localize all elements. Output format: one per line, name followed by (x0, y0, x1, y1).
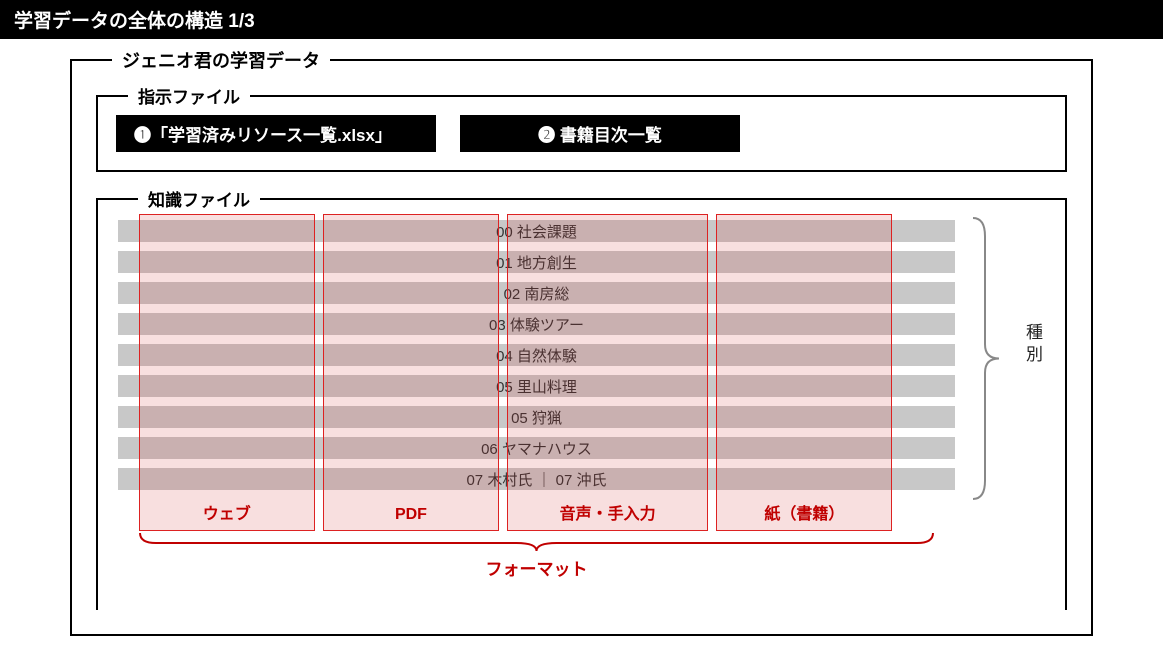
format-column: PDF (323, 214, 499, 531)
outer-group: ジェニオ君の学習データ 指示ファイル ❶「学習済みリソース一覧.xlsx」 ❷ … (70, 59, 1093, 636)
outer-group-legend: ジェニオ君の学習データ (112, 47, 330, 73)
format-column: 音声・手入力 (507, 214, 708, 531)
knowledge-legend: 知識ファイル (138, 186, 260, 211)
format-column-label: 紙（書籍） (717, 494, 891, 524)
instruction-row: ❶「学習済みリソース一覧.xlsx」 ❷ 書籍目次一覧 (116, 115, 1047, 152)
side-label-text-2: 別 (1026, 344, 1043, 366)
instruction-group: 指示ファイル ❶「学習済みリソース一覧.xlsx」 ❷ 書籍目次一覧 (96, 95, 1067, 172)
instruction-item-2: ❷ 書籍目次一覧 (460, 115, 740, 152)
format-column-label: PDF (324, 500, 498, 524)
format-column-label: ウェブ (140, 494, 314, 524)
bottom-brace (136, 531, 937, 553)
format-column: ウェブ (139, 214, 315, 531)
knowledge-group: 知識ファイル 00 社会課題01 地方創生02 南房総03 体験ツアー04 自然… (96, 198, 1067, 610)
bottom-label: フォーマット (118, 555, 955, 580)
page-title: 学習データの全体の構造 1/3 (14, 11, 255, 32)
side-label: 種 別 (1026, 322, 1043, 366)
format-column: 紙（書籍） (716, 214, 892, 531)
instruction-item-2-label: ❷ 書籍目次一覧 (538, 121, 662, 146)
side-label-text-1: 種 (1026, 322, 1043, 344)
knowledge-grid: 00 社会課題01 地方創生02 南房総03 体験ツアー04 自然体験05 里山… (118, 220, 955, 529)
page-body: ジェニオ君の学習データ 指示ファイル ❶「学習済みリソース一覧.xlsx」 ❷ … (0, 39, 1163, 666)
instruction-item-1-label: ❶「学習済みリソース一覧.xlsx」 (134, 121, 392, 146)
side-brace (971, 216, 1001, 501)
instruction-item-1: ❶「学習済みリソース一覧.xlsx」 (116, 115, 436, 152)
instruction-legend: 指示ファイル (128, 83, 250, 108)
page-header: 学習データの全体の構造 1/3 (0, 0, 1163, 39)
format-column-label: 音声・手入力 (508, 494, 707, 524)
